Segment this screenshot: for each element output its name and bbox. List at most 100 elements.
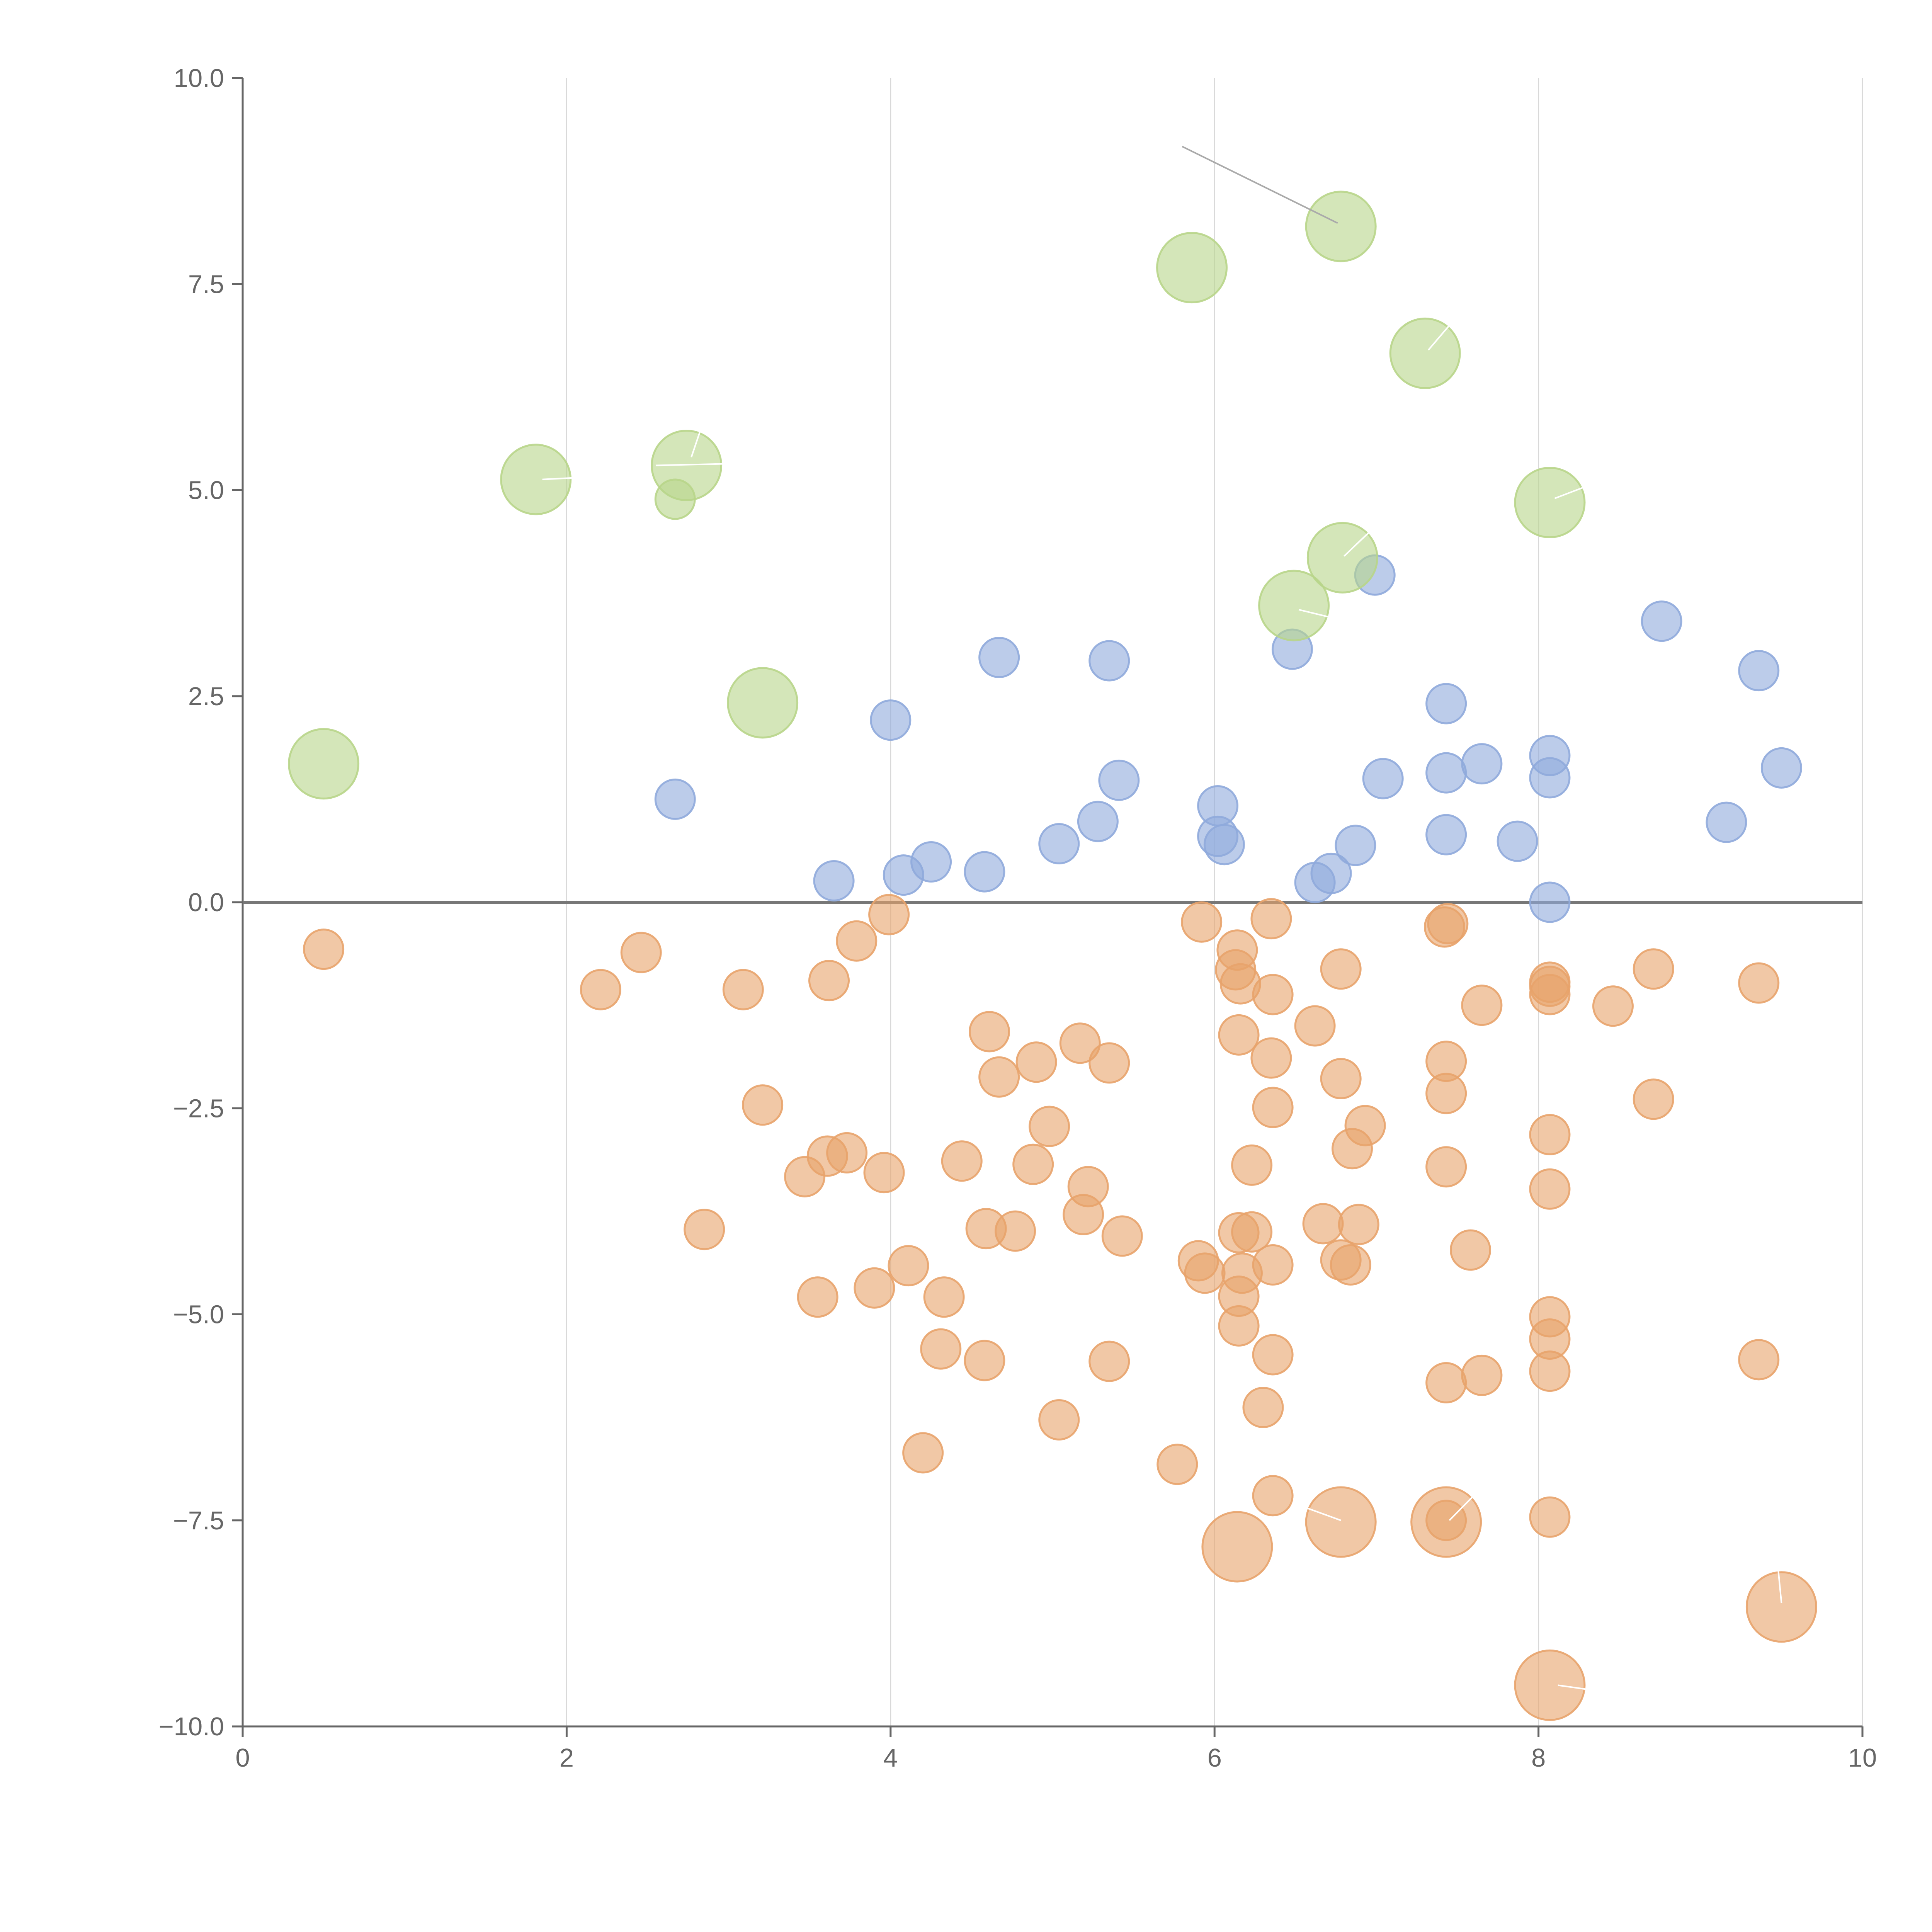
data-point-orange [1338, 1204, 1379, 1245]
data-point-green [1156, 232, 1228, 304]
data-point-orange [1201, 1511, 1273, 1583]
data-point-orange [1252, 1244, 1294, 1286]
data-point-orange [1088, 1340, 1130, 1382]
data-point-blue [1461, 743, 1503, 785]
annotation-leader-line [1554, 485, 1588, 499]
x-tick-label: 8 [1531, 1743, 1546, 1772]
data-point-green [727, 667, 799, 739]
data-point-orange [920, 1328, 962, 1370]
data-point-blue [1203, 824, 1245, 866]
data-point-orange [1529, 1168, 1571, 1210]
y-tick-label: 10.0 [174, 64, 224, 93]
data-point-blue [1088, 640, 1130, 682]
data-point-orange [1738, 1339, 1780, 1381]
data-point-orange [836, 920, 878, 962]
data-point-blue [1077, 801, 1119, 842]
data-point-blue [1529, 757, 1571, 799]
data-point-orange [1184, 1252, 1226, 1294]
data-point-blue [1425, 752, 1467, 794]
annotation-leader-line [1344, 531, 1371, 557]
data-point-orange [1250, 1037, 1292, 1079]
data-point-orange [1302, 1203, 1344, 1245]
annotation-leader-line [542, 477, 575, 480]
data-point-orange [1461, 1354, 1503, 1396]
x-tick-label: 2 [560, 1743, 574, 1772]
annotation-leader-line [1428, 325, 1450, 351]
data-point-orange [1461, 985, 1503, 1026]
data-point-blue [1098, 759, 1140, 801]
x-tick-label: 0 [235, 1743, 250, 1772]
data-point-blue [813, 860, 855, 902]
data-point-orange [1012, 1143, 1054, 1185]
data-point-orange [722, 969, 764, 1010]
data-point-green [500, 444, 572, 515]
data-point-orange [854, 1267, 895, 1309]
data-point-orange [1514, 1649, 1586, 1721]
data-point-orange [1738, 962, 1780, 1004]
data-point-orange [1745, 1571, 1817, 1643]
x-tick-label: 4 [883, 1743, 898, 1772]
data-point-orange [1231, 1144, 1273, 1186]
data-point-blue [1760, 747, 1802, 789]
data-point-orange [995, 1210, 1036, 1252]
points-layer [288, 190, 1817, 1721]
data-point-orange [1038, 1399, 1080, 1441]
data-point-blue [1038, 823, 1080, 865]
data-point-orange [1252, 974, 1294, 1015]
data-point-orange [1088, 1042, 1130, 1084]
data-point-blue [910, 841, 952, 883]
annotation-leader-line [1298, 609, 1333, 619]
data-point-orange [978, 1056, 1020, 1098]
y-tick-label: 5.0 [188, 476, 224, 505]
data-point-blue [1529, 881, 1571, 923]
data-point-blue [1425, 814, 1467, 855]
data-point-blue [1706, 801, 1747, 843]
y-tick-label: 2.5 [188, 682, 224, 711]
data-point-green [288, 728, 360, 800]
data-point-orange [1029, 1105, 1070, 1147]
y-tick-label: −5.0 [173, 1300, 224, 1329]
data-point-orange [863, 1152, 905, 1194]
data-point-green [1258, 570, 1330, 641]
y-tick-label: 7.5 [188, 270, 224, 299]
data-point-orange [1156, 1444, 1198, 1485]
data-point-orange [684, 1209, 725, 1250]
y-tick-label: −7.5 [173, 1506, 224, 1535]
data-point-orange [1425, 1146, 1467, 1188]
data-point-orange [1252, 1334, 1294, 1376]
data-point-orange [1529, 1114, 1571, 1156]
data-point-orange [1633, 948, 1674, 990]
data-point-orange [797, 1276, 838, 1318]
data-point-blue [654, 778, 696, 820]
annotation-leader-line [1295, 1503, 1341, 1521]
data-point-orange [826, 1132, 868, 1173]
data-point-orange [1218, 1305, 1260, 1347]
data-point-blue [1641, 600, 1682, 642]
data-point-orange [1425, 1073, 1467, 1114]
data-point-orange [902, 1432, 944, 1474]
data-point-orange [964, 1340, 1005, 1381]
data-point-orange [1529, 974, 1571, 1015]
x-tick-label: 6 [1208, 1743, 1222, 1772]
data-point-orange [1294, 1005, 1336, 1047]
annotation-leader-line [1182, 146, 1338, 224]
x-tick-label: 10 [1848, 1743, 1877, 1772]
data-point-orange [1450, 1229, 1492, 1271]
data-point-orange [1592, 985, 1634, 1027]
data-point-orange [1427, 903, 1469, 944]
data-point-orange [1252, 1475, 1294, 1517]
data-point-blue [1310, 852, 1352, 894]
data-point-orange [1250, 898, 1292, 940]
data-point-orange [620, 932, 662, 973]
data-point-orange [1425, 1362, 1467, 1404]
data-point-blue [1738, 650, 1780, 692]
data-point-blue [978, 636, 1020, 678]
data-point-orange [1305, 1486, 1377, 1558]
data-point-blue [1362, 758, 1404, 799]
data-point-orange [1059, 1022, 1101, 1064]
data-point-green [1389, 317, 1461, 389]
data-point-blue [1497, 820, 1538, 862]
annotation-leader-line [690, 428, 702, 457]
y-tick-label: −10.0 [158, 1712, 224, 1741]
data-point-orange [1320, 948, 1362, 990]
